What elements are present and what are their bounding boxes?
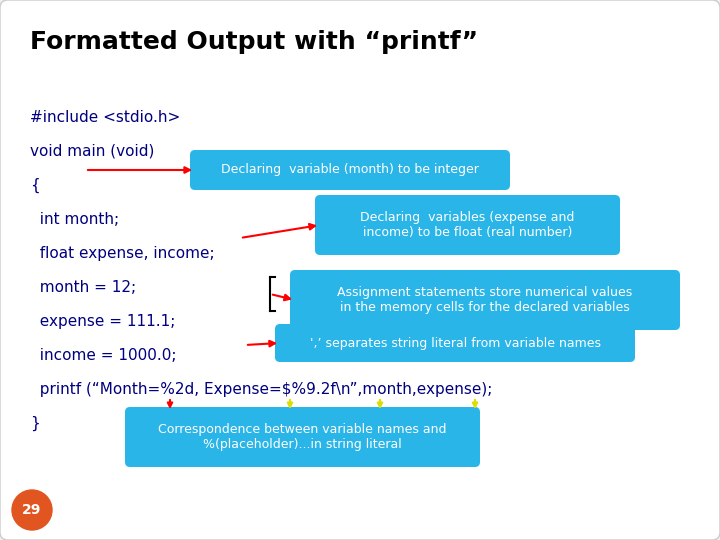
Text: Formatted Output with “printf”: Formatted Output with “printf” — [30, 30, 478, 54]
Circle shape — [12, 490, 52, 530]
FancyBboxPatch shape — [315, 195, 620, 255]
FancyBboxPatch shape — [125, 407, 480, 467]
Text: expense = 111.1;: expense = 111.1; — [30, 314, 176, 329]
Text: ',’ separates string literal from variable names: ',’ separates string literal from variab… — [310, 336, 600, 349]
Text: int month;: int month; — [30, 212, 119, 227]
Text: Correspondence between variable names and
%(placeholder)...in string literal: Correspondence between variable names an… — [158, 423, 446, 451]
Text: printf (“Month=%2d, Expense=$%9.2f\n”,month,expense);: printf (“Month=%2d, Expense=$%9.2f\n”,mo… — [30, 382, 492, 397]
Text: month = 12;: month = 12; — [30, 280, 136, 295]
Text: float expense, income;: float expense, income; — [30, 246, 215, 261]
Text: {: { — [30, 178, 40, 193]
FancyBboxPatch shape — [190, 150, 510, 190]
Text: #include <stdio.h>: #include <stdio.h> — [30, 110, 180, 125]
Text: Declaring  variables (expense and
income) to be float (real number): Declaring variables (expense and income)… — [360, 211, 575, 239]
FancyBboxPatch shape — [275, 324, 635, 362]
Text: }: } — [30, 416, 40, 431]
Text: void main (void): void main (void) — [30, 144, 154, 159]
Text: Declaring  variable (month) to be integer: Declaring variable (month) to be integer — [221, 164, 479, 177]
FancyBboxPatch shape — [290, 270, 680, 330]
Text: income = 1000.0;: income = 1000.0; — [30, 348, 176, 363]
Text: 29: 29 — [22, 503, 42, 517]
Text: Assignment statements store numerical values
in the memory cells for the declare: Assignment statements store numerical va… — [338, 286, 633, 314]
